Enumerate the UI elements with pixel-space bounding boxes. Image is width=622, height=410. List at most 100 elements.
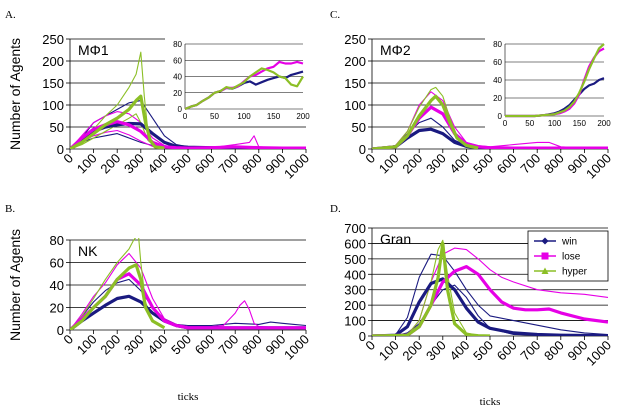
x-tick-label: 800 (541, 151, 567, 177)
y-tick-label: 200 (344, 298, 366, 313)
inset-x-tick-label: 200 (597, 119, 611, 128)
inset-x-tick-label: 200 (296, 112, 310, 121)
series-group (70, 51, 306, 149)
series-hyper-mean (372, 241, 491, 336)
x-axis-label: ticks (480, 396, 501, 408)
inset-y-tick-label: 20 (173, 89, 182, 98)
inset-x-tick-label: 50 (210, 112, 219, 121)
y-tick-label: 700 (344, 221, 366, 236)
panel-gran: D.01002003004005006007000100200300400500… (330, 203, 614, 408)
y-tick-label: 60 (50, 256, 64, 271)
inset-y-tick-label: 60 (173, 56, 182, 65)
y-tick-label: 150 (42, 76, 64, 91)
legend-marker-triangle (541, 267, 549, 274)
x-tick-label: 100 (74, 332, 100, 358)
y-tick-label: 100 (42, 98, 64, 113)
inset-x-tick-label: 150 (267, 112, 281, 121)
x-tick-label: 300 (423, 151, 449, 177)
x-tick-label: 200 (97, 332, 123, 358)
y-tick-label: 400 (344, 267, 366, 282)
panel-label: MΦ2 (380, 42, 411, 58)
y-tick-label: 0 (57, 142, 64, 157)
y-tick-label: 600 (344, 236, 366, 251)
x-tick-label: 0 (362, 151, 378, 167)
y-tick-label: 20 (50, 301, 64, 316)
inset-x-tick-label: 100 (548, 119, 562, 128)
y-tick-label: 0 (57, 323, 64, 338)
inset-x-tick-label: 100 (237, 112, 251, 121)
x-tick-label: 700 (517, 151, 543, 177)
series-group (372, 86, 608, 149)
x-tick-label: 800 (541, 338, 567, 364)
y-axis-label: Number of Agents (7, 38, 23, 150)
series-group (70, 238, 306, 330)
inset-x-tick-label: 150 (573, 119, 587, 128)
x-tick-label: 600 (192, 332, 218, 358)
inset-series-hyper (184, 67, 304, 111)
panel-mφ2: C.05010015020025001002003004005006007008… (330, 9, 614, 182)
panel-label: NK (78, 243, 98, 259)
inset-y-tick-label: 40 (493, 76, 502, 85)
x-tick-label: 700 (215, 332, 241, 358)
y-tick-label: 200 (42, 54, 64, 69)
inset-x-tick-label: 0 (183, 112, 188, 121)
x-tick-label: 200 (399, 151, 425, 177)
y-tick-label: 250 (344, 32, 366, 47)
x-tick-label: 1000 (583, 151, 614, 182)
x-tick-label: 300 (121, 332, 147, 358)
panel-label: Gran (380, 231, 411, 247)
panel-label: MΦ1 (78, 42, 109, 58)
legend-marker-diamond (541, 237, 549, 245)
legend-label-lose: lose (562, 252, 581, 263)
series-hyper-mean (70, 263, 166, 330)
x-tick-label: 800 (239, 151, 265, 177)
x-tick-label: 500 (470, 151, 496, 177)
inset-y-tick-label: 80 (173, 40, 182, 49)
x-tick-label: 400 (145, 332, 171, 358)
panel-letter: D. (330, 203, 341, 215)
y-tick-label: 0 (359, 142, 366, 157)
y-axis-label: Number of Agents (7, 229, 23, 341)
legend: win lose hyper (527, 230, 609, 282)
legend-label-hyper: hyper (562, 267, 588, 278)
x-tick-label: 0 (60, 332, 76, 348)
panel-nk: B.02040608001002003004005006007008009001… (5, 203, 312, 403)
legend-marker-square (541, 252, 549, 260)
x-axis-label: ticks (178, 391, 199, 403)
y-tick-label: 150 (344, 76, 366, 91)
inset-x-tick-label: 0 (503, 119, 508, 128)
inset-y-tick-label: 60 (493, 58, 502, 67)
y-tick-label: 300 (344, 283, 366, 298)
series-hyper-mean (372, 94, 479, 149)
inset-y-tick-label: 40 (173, 73, 182, 82)
y-tick-label: 0 (359, 329, 366, 344)
inset-y-tick-label: 20 (493, 94, 502, 103)
series-group (372, 239, 608, 336)
series-lose-band (70, 252, 306, 330)
x-tick-label: 500 (168, 332, 194, 358)
x-tick-label: 100 (74, 151, 100, 177)
y-tick-label: 200 (344, 54, 366, 69)
x-tick-label: 500 (470, 338, 496, 364)
y-tick-label: 40 (50, 278, 64, 293)
series-hyper-mean (70, 94, 165, 149)
x-tick-label: 400 (447, 338, 473, 364)
inset-series-hyper (505, 43, 605, 118)
x-tick-label: 0 (362, 338, 378, 354)
y-tick-label: 500 (344, 252, 366, 267)
series-lose-mean (70, 120, 306, 149)
inset-chart: 0 20 40 60 80 0 50 100 150 200 (485, 36, 611, 130)
series-win-mean (70, 294, 306, 330)
x-tick-label: 400 (145, 151, 171, 177)
inset-y-tick-label: 80 (493, 40, 502, 49)
x-tick-label: 0 (60, 151, 76, 167)
x-tick-label: 100 (376, 151, 402, 177)
x-tick-label: 600 (192, 151, 218, 177)
series-win-band (372, 253, 608, 336)
x-tick-label: 700 (517, 338, 543, 364)
x-tick-label: 600 (494, 338, 520, 364)
panel-letter: A. (5, 9, 16, 21)
inset-y-tick-label: 0 (498, 112, 503, 121)
x-tick-label: 300 (423, 338, 449, 364)
